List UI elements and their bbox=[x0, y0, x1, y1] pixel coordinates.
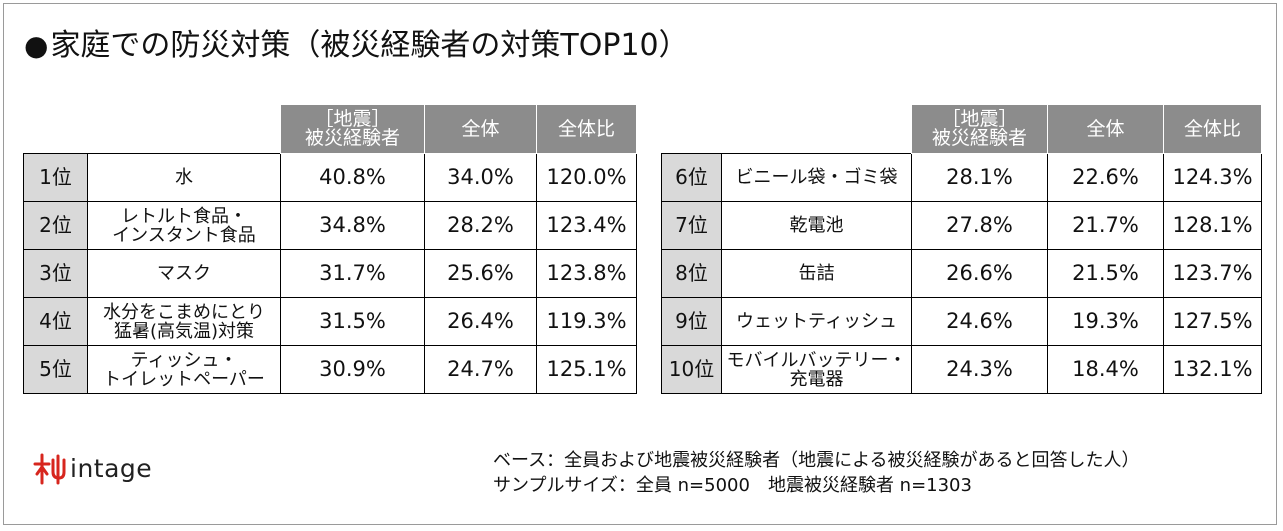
ratio-value: 123.7% bbox=[1163, 249, 1262, 298]
experienced-value: 31.5% bbox=[280, 297, 425, 346]
footnote-sample-size: サンプルサイズ：全員 n=5000 地震被災経験者 n=1303 bbox=[493, 475, 972, 496]
table-row: 9位 ウェットティッシュ 24.6% 19.3% 127.5% bbox=[661, 297, 1262, 346]
header-experienced-line2: 被災経験者 bbox=[931, 127, 1027, 149]
footnote-base: ベース：全員および地震被災経験者（地震による被災経験があると回答した人） bbox=[493, 450, 1140, 471]
intage-logo-text: intage bbox=[70, 454, 153, 483]
title-text: 家庭での防災対策（被災経験者の対策TOP10） bbox=[50, 28, 689, 63]
item-cell: ウェットティッシュ bbox=[721, 297, 912, 346]
table-header-row: ［地震］ 被災経験者 全体 全体比 bbox=[661, 104, 1262, 154]
header-experienced: ［地震］ 被災経験者 bbox=[911, 104, 1048, 154]
experienced-value: 24.3% bbox=[911, 345, 1048, 394]
item-line1: ティッシュ・ bbox=[130, 349, 238, 371]
intage-logo: intage bbox=[32, 452, 152, 486]
experienced-value: 30.9% bbox=[280, 345, 425, 394]
item-line1: 乾電池 bbox=[789, 215, 844, 236]
table-header-row: ［地震］ 被災経験者 全体 全体比 bbox=[23, 104, 637, 154]
overall-value: 21.5% bbox=[1047, 249, 1164, 298]
item-cell: 水 bbox=[87, 153, 281, 202]
table-row: 3位 マスク 31.7% 25.6% 123.8% bbox=[23, 249, 637, 298]
rank-cell: 5位 bbox=[23, 345, 88, 394]
table-row: 1位 水 40.8% 34.0% 120.0% bbox=[23, 153, 637, 202]
item-line1: ビニール袋・ゴミ袋 bbox=[735, 167, 898, 188]
header-ratio: 全体比 bbox=[1163, 104, 1262, 154]
header-overall: 全体 bbox=[1047, 104, 1164, 154]
table-row: 5位 ティッシュ・ トイレットペーパー 30.9% 24.7% 125.1% bbox=[23, 345, 637, 394]
overall-value: 22.6% bbox=[1047, 153, 1164, 202]
rank-cell: 1位 bbox=[23, 153, 88, 202]
experienced-value: 31.7% bbox=[280, 249, 425, 298]
item-line2: インスタント食品 bbox=[112, 224, 256, 246]
header-experienced-line1: ［地震］ bbox=[941, 108, 1018, 130]
overall-value: 19.3% bbox=[1047, 297, 1164, 346]
overall-value: 21.7% bbox=[1047, 201, 1164, 250]
header-experienced-line1: ［地震］ bbox=[314, 108, 391, 130]
ratio-value: 123.8% bbox=[536, 249, 637, 298]
rank-cell: 2位 bbox=[23, 201, 88, 250]
overall-value: 34.0% bbox=[424, 153, 537, 202]
ratio-value: 128.1% bbox=[1163, 201, 1262, 250]
experienced-value: 24.6% bbox=[911, 297, 1048, 346]
item-line1: ウェットティッシュ bbox=[736, 311, 897, 332]
rank-cell: 3位 bbox=[23, 249, 88, 298]
header-overall: 全体 bbox=[424, 104, 537, 154]
overall-value: 25.6% bbox=[424, 249, 537, 298]
table-row: 7位 乾電池 27.8% 21.7% 128.1% bbox=[661, 201, 1262, 250]
experienced-value: 40.8% bbox=[280, 153, 425, 202]
rank-cell: 10位 bbox=[661, 345, 722, 394]
ratio-value: 132.1% bbox=[1163, 345, 1262, 394]
footnote: ベース：全員および地震被災経験者（地震による被災経験があると回答した人） サンプ… bbox=[493, 448, 1140, 498]
table-row: 2位 レトルト食品・ インスタント食品 34.8% 28.2% 123.4% bbox=[23, 201, 637, 250]
table-row: 4位 水分をこまめにとり 猛暑(高気温)対策 31.5% 26.4% 119.3% bbox=[23, 297, 637, 346]
ratio-value: 120.0% bbox=[536, 153, 637, 202]
rank-cell: 6位 bbox=[661, 153, 722, 202]
item-line1: マスク bbox=[157, 263, 211, 284]
header-blank bbox=[23, 104, 281, 154]
item-line1: 缶詰 bbox=[798, 263, 835, 284]
item-cell: ビニール袋・ゴミ袋 bbox=[721, 153, 912, 202]
item-cell: 水分をこまめにとり 猛暑(高気温)対策 bbox=[87, 297, 281, 346]
ratio-value: 125.1% bbox=[536, 345, 637, 394]
overall-value: 18.4% bbox=[1047, 345, 1164, 394]
title-bullet: ● bbox=[24, 29, 49, 62]
experienced-value: 26.6% bbox=[911, 249, 1048, 298]
overall-value: 24.7% bbox=[424, 345, 537, 394]
item-line1: モバイルバッテリー・ bbox=[726, 349, 907, 371]
item-cell: レトルト食品・ インスタント食品 bbox=[87, 201, 281, 250]
experienced-value: 27.8% bbox=[911, 201, 1048, 250]
item-line2: 猛暑(高気温)対策 bbox=[113, 320, 255, 342]
ratio-value: 124.3% bbox=[1163, 153, 1262, 202]
rank-cell: 4位 bbox=[23, 297, 88, 346]
header-ratio: 全体比 bbox=[536, 104, 637, 154]
item-line1: 水分をこまめにとり bbox=[103, 301, 265, 323]
overall-value: 28.2% bbox=[424, 201, 537, 250]
header-blank bbox=[661, 104, 912, 154]
rank-cell: 8位 bbox=[661, 249, 722, 298]
overall-value: 26.4% bbox=[424, 297, 537, 346]
item-line1: 水 bbox=[175, 167, 193, 188]
item-line2: トイレットペーパー bbox=[103, 368, 265, 390]
page-title: ●家庭での防災対策（被災経験者の対策TOP10） bbox=[24, 26, 689, 66]
header-experienced: ［地震］ 被災経験者 bbox=[280, 104, 425, 154]
ranking-table-left: ［地震］ 被災経験者 全体 全体比 1位水 40.8% 34.0% 120.0% 2位 レト… bbox=[23, 104, 637, 394]
item-cell: ティッシュ・ トイレットペーパー bbox=[87, 345, 281, 394]
experienced-value: 34.8% bbox=[280, 201, 425, 250]
item-cell: マスク bbox=[87, 249, 281, 298]
table-row: 8位 缶詰 26.6% 21.5% 123.7% bbox=[661, 249, 1262, 298]
header-experienced-line2: 被災経験者 bbox=[304, 127, 400, 149]
ratio-value: 127.5% bbox=[1163, 297, 1262, 346]
table-row: 6位 ビニール袋・ゴミ袋 28.1% 22.6% 124.3% bbox=[661, 153, 1262, 202]
item-cell: モバイルバッテリー・ 充電器 bbox=[721, 345, 912, 394]
item-line1: レトルト食品・ bbox=[121, 205, 247, 227]
item-line2: 充電器 bbox=[789, 368, 844, 390]
rank-cell: 7位 bbox=[661, 201, 722, 250]
ratio-value: 119.3% bbox=[536, 297, 637, 346]
ratio-value: 123.4% bbox=[536, 201, 637, 250]
table-row: 10位 モバイルバッテリー・ 充電器 24.3% 18.4% 132.1% bbox=[661, 345, 1262, 394]
intage-logo-mark-icon bbox=[33, 453, 66, 485]
item-cell: 缶詰 bbox=[721, 249, 912, 298]
item-cell: 乾電池 bbox=[721, 201, 912, 250]
experienced-value: 28.1% bbox=[911, 153, 1048, 202]
ranking-table-right: ［地震］ 被災経験者 全体 全体比 6位 ビニール袋・ゴミ袋 28.1% 22.6% 12… bbox=[661, 104, 1262, 394]
rank-cell: 9位 bbox=[661, 297, 722, 346]
